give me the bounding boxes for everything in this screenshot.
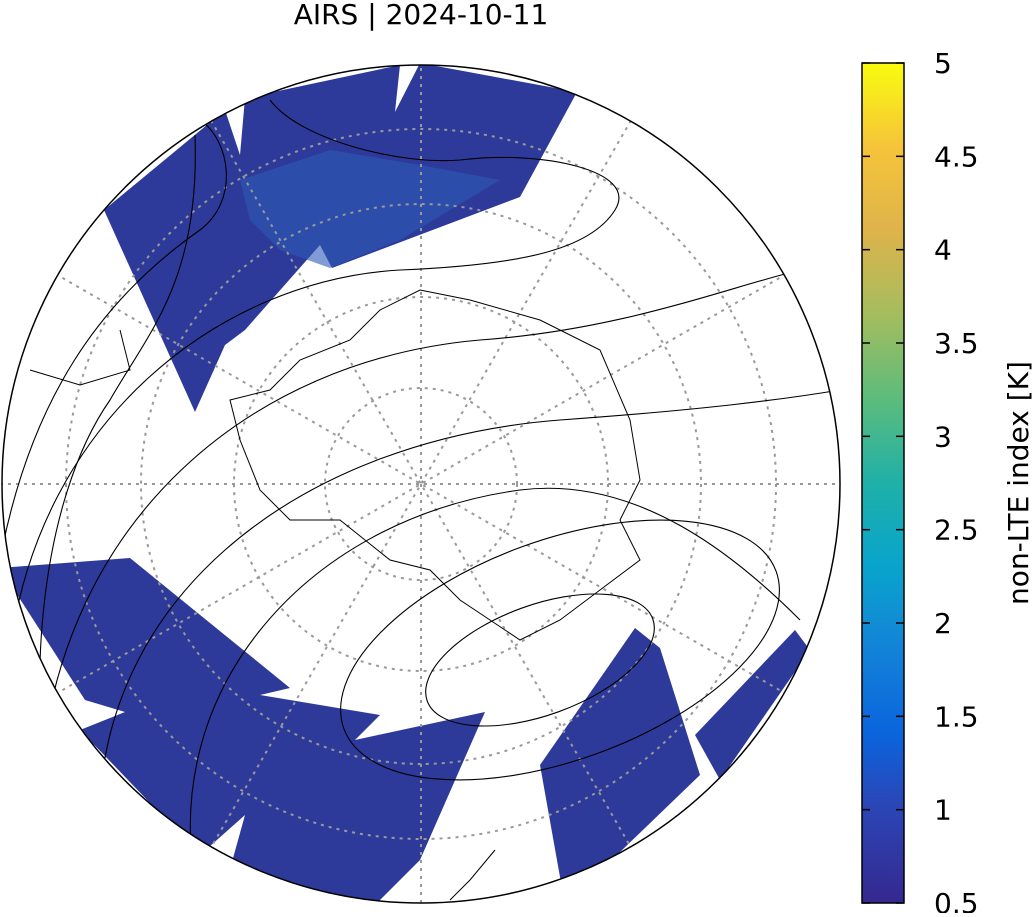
- tick-label: 4: [934, 234, 952, 267]
- colorbar: [861, 62, 905, 904]
- map-border: [1, 64, 841, 904]
- swath: [695, 630, 810, 780]
- tick-label: 1: [934, 794, 952, 827]
- swath: [2, 558, 485, 903]
- coastline: [29, 329, 496, 901]
- tick-label: 5: [934, 47, 952, 80]
- map: [2, 65, 840, 903]
- swath: [240, 150, 500, 268]
- tick-label: 3: [934, 420, 952, 453]
- graticule: [2, 65, 840, 903]
- title: AIRS | 2024-10-11: [294, 0, 549, 31]
- coastline: [229, 289, 641, 641]
- tick-label: 4.5: [934, 140, 979, 173]
- tick-label: 2: [934, 607, 952, 640]
- tick-label: 0.5: [934, 887, 979, 913]
- tick-label: 3.5: [934, 327, 979, 360]
- colorbar-label: non-LTE index [K]: [1002, 361, 1032, 605]
- tick-label: 2.5: [934, 514, 979, 547]
- swath: [540, 628, 700, 903]
- tick-label: 1.5: [934, 700, 979, 733]
- colorbar-ticks: 0.5 1 1.5 2 2.5 3 3.5 4 4.5 5: [862, 47, 979, 917]
